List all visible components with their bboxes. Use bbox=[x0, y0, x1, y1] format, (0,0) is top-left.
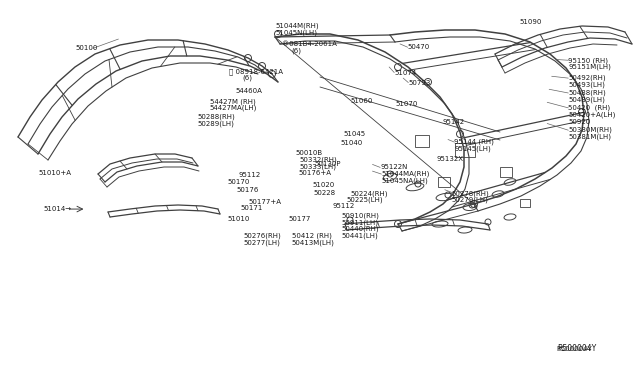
Bar bbox=[520, 199, 530, 207]
Text: 54460A: 54460A bbox=[236, 88, 262, 94]
Text: Ⓝ 08918-6421A: Ⓝ 08918-6421A bbox=[229, 68, 283, 75]
Text: 50793: 50793 bbox=[408, 80, 431, 86]
Text: 95112: 95112 bbox=[239, 172, 261, 178]
Text: 51014→: 51014→ bbox=[44, 206, 72, 212]
Text: 50911(LH): 50911(LH) bbox=[342, 219, 379, 226]
Text: 51060: 51060 bbox=[351, 98, 373, 104]
Text: 50176: 50176 bbox=[237, 187, 259, 193]
Text: 50910(RH): 50910(RH) bbox=[342, 212, 380, 219]
Text: 54427M (RH): 54427M (RH) bbox=[210, 98, 255, 105]
Text: 50440(RH): 50440(RH) bbox=[342, 226, 380, 232]
Text: 95122N: 95122N bbox=[380, 164, 408, 170]
Text: 50381M(LH): 50381M(LH) bbox=[568, 134, 611, 140]
Text: 50279(LH): 50279(LH) bbox=[452, 197, 489, 203]
Text: 50420  (RH): 50420 (RH) bbox=[568, 105, 611, 111]
Text: (6): (6) bbox=[292, 47, 302, 54]
Text: 50277(LH): 50277(LH) bbox=[243, 240, 280, 246]
Text: R500004Y: R500004Y bbox=[557, 344, 596, 353]
Text: 51074: 51074 bbox=[394, 70, 417, 76]
Text: 50170: 50170 bbox=[228, 179, 250, 185]
Text: 50100: 50100 bbox=[76, 45, 98, 51]
Text: 50493(LH): 50493(LH) bbox=[568, 81, 605, 88]
Text: 50010B: 50010B bbox=[296, 150, 323, 156]
Text: 51045N(LH): 51045N(LH) bbox=[275, 29, 317, 36]
Text: 51045: 51045 bbox=[343, 131, 365, 137]
Text: 50177: 50177 bbox=[288, 217, 310, 222]
Text: 95145(LH): 95145(LH) bbox=[454, 145, 491, 152]
Text: 50412 (RH): 50412 (RH) bbox=[292, 233, 332, 240]
Text: 50332(RH): 50332(RH) bbox=[300, 157, 337, 163]
Text: 51010: 51010 bbox=[228, 217, 250, 222]
Text: 51090: 51090 bbox=[520, 19, 542, 25]
Text: 50920: 50920 bbox=[568, 119, 591, 125]
Text: 50470: 50470 bbox=[408, 44, 430, 50]
Text: 50177+A: 50177+A bbox=[248, 199, 282, 205]
Text: 50333(LH): 50333(LH) bbox=[300, 163, 337, 170]
Text: 50130P: 50130P bbox=[315, 161, 341, 167]
Text: 51044MA(RH): 51044MA(RH) bbox=[381, 171, 430, 177]
Text: 51020: 51020 bbox=[312, 182, 335, 188]
Text: 95151M(LH): 95151M(LH) bbox=[568, 64, 611, 70]
Text: 51010+A: 51010+A bbox=[38, 170, 72, 176]
Text: 51044M(RH): 51044M(RH) bbox=[275, 23, 319, 29]
Text: 51070: 51070 bbox=[396, 101, 418, 107]
Text: 50380M(RH): 50380M(RH) bbox=[568, 127, 612, 134]
Text: 50225(LH): 50225(LH) bbox=[347, 196, 383, 203]
Text: ®081B4-2061A: ®081B4-2061A bbox=[282, 41, 337, 47]
Text: 50420+A(LH): 50420+A(LH) bbox=[568, 111, 616, 118]
Text: 50488(RH): 50488(RH) bbox=[568, 90, 606, 96]
Text: 95142: 95142 bbox=[443, 119, 465, 125]
Text: 95144 (RH): 95144 (RH) bbox=[454, 139, 494, 145]
Text: 50289(LH): 50289(LH) bbox=[197, 121, 234, 127]
Text: 50278(RH): 50278(RH) bbox=[452, 190, 490, 197]
Text: 50441(LH): 50441(LH) bbox=[342, 232, 378, 239]
Text: 95112: 95112 bbox=[333, 203, 355, 209]
Text: 51040: 51040 bbox=[340, 140, 363, 146]
Text: 50489(LH): 50489(LH) bbox=[568, 96, 605, 103]
Bar bbox=[500, 167, 512, 177]
Text: 50276(RH): 50276(RH) bbox=[243, 233, 281, 240]
Text: 54427MA(LH): 54427MA(LH) bbox=[210, 105, 257, 111]
Text: 50171: 50171 bbox=[241, 205, 263, 211]
Text: 50413M(LH): 50413M(LH) bbox=[292, 240, 335, 246]
Text: 50228: 50228 bbox=[314, 190, 336, 196]
Bar bbox=[415, 135, 429, 147]
Text: 51045NA(LH): 51045NA(LH) bbox=[381, 177, 428, 184]
Text: R500004Y: R500004Y bbox=[557, 346, 593, 352]
Text: 50492(RH): 50492(RH) bbox=[568, 75, 606, 81]
Text: 95132X: 95132X bbox=[436, 156, 463, 162]
Bar bbox=[455, 143, 475, 157]
Text: 95150 (RH): 95150 (RH) bbox=[568, 57, 609, 64]
Text: 50288(RH): 50288(RH) bbox=[197, 114, 235, 121]
Text: 50176+A: 50176+A bbox=[298, 170, 332, 176]
Bar bbox=[438, 177, 450, 187]
Text: (6): (6) bbox=[242, 75, 252, 81]
Text: 50224(RH): 50224(RH) bbox=[351, 190, 388, 197]
